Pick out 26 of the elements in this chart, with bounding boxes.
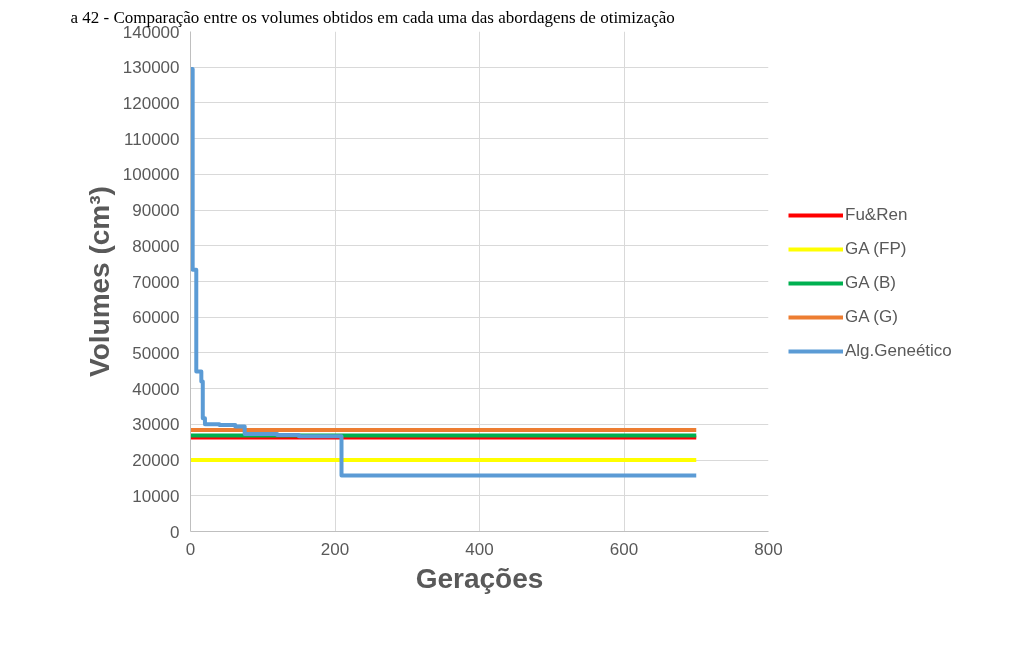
y-tick-label: 20000: [132, 451, 180, 471]
legend-label: GA (B): [845, 273, 897, 293]
x-tick-label: 800: [754, 539, 783, 559]
x-tick-label: 200: [320, 539, 350, 559]
legend-label: GA (FP): [845, 239, 907, 259]
y-tick-label: 50000: [132, 343, 180, 363]
legend-label: Alg.Geneético: [845, 341, 952, 361]
y-tick-label: 90000: [132, 201, 180, 221]
y-tick-label: 60000: [132, 308, 180, 328]
y-tick-label: 40000: [132, 379, 180, 399]
y-tick-label: 0: [170, 522, 180, 542]
y-tick-label: 100000: [122, 165, 180, 185]
legend-label: GA (G): [845, 307, 898, 327]
y-tick-label: 10000: [132, 486, 180, 506]
legend-label: Fu&Ren: [845, 205, 908, 225]
x-axis-title: Gerações: [415, 562, 544, 594]
y-tick-label: 30000: [132, 415, 180, 435]
x-tick-label: 400: [465, 539, 494, 559]
y-tick-label: 70000: [132, 272, 180, 292]
y-tick-label: 110000: [124, 129, 180, 149]
y-axis-title: Volumes (cm³): [83, 186, 115, 377]
x-tick-label: 600: [609, 539, 639, 559]
y-tick-label: 130000: [122, 58, 180, 78]
y-tick-label: 120000: [122, 93, 180, 113]
x-tick-label: 0: [185, 539, 196, 559]
y-tick-label: 80000: [132, 236, 180, 256]
